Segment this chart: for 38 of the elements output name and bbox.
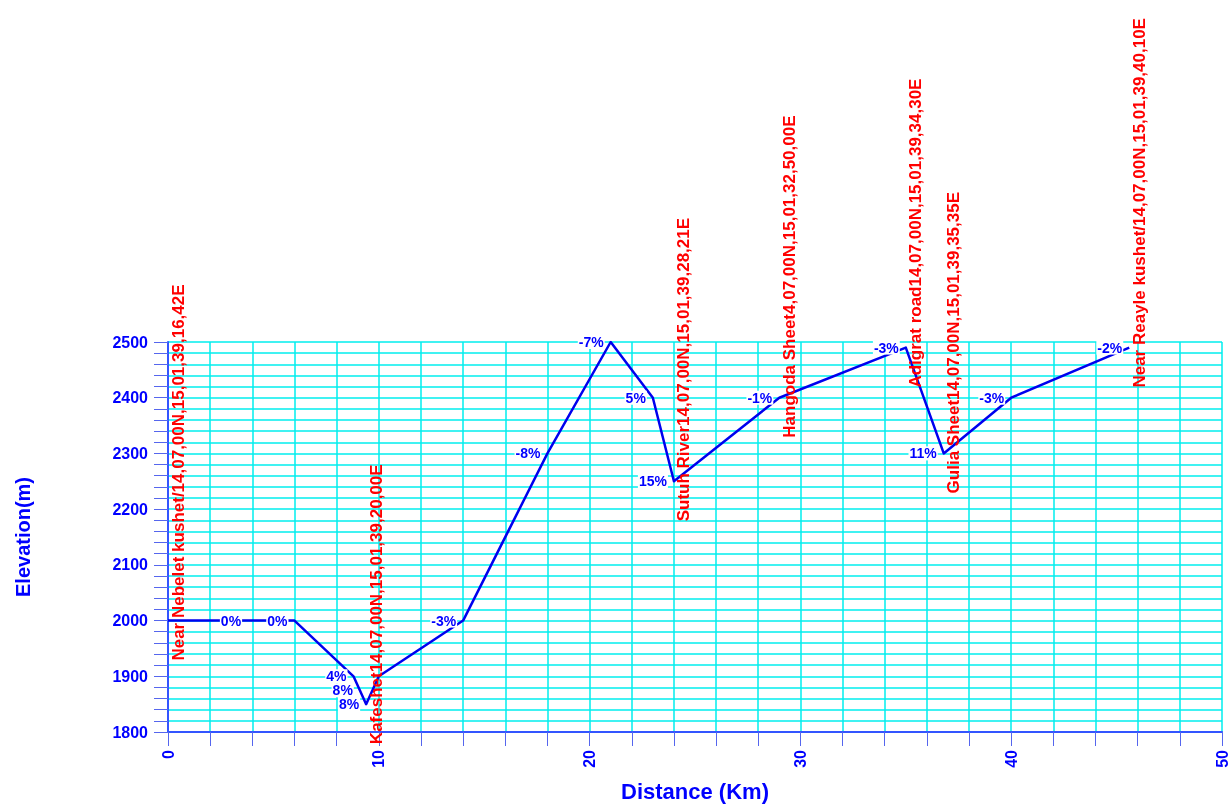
annotation: -3% [979,389,1005,406]
annotation: -3% [431,612,457,629]
x-tick-label: 20 [581,749,599,768]
x-tick-label: 50 [1213,749,1231,768]
y-tick-label: 2000 [112,612,149,630]
annotation: -1% [747,389,773,406]
annotation: 15% [638,473,668,490]
annotation: 5% [625,389,647,406]
annotation: Sutuh River14,07,00N,15,01,39,28,21E [674,217,694,522]
annotation: 11% [909,445,938,462]
y-tick-label: 2500 [112,333,149,351]
annotation: Hangoda Sheet4,07,00N,15,01,32,50,00E [779,115,799,438]
annotation: Near Reayle kushet/14,07,00N,15,01,39,40,10E [1129,18,1149,388]
y-tick-label: 1800 [112,723,149,741]
annotation: 8% [332,682,354,699]
x-tick-label: 0 [159,749,177,759]
annotation: Near Nebelet kushet/14,07,00N,15,01,39,16,42E [168,284,188,661]
annotation: Kafeshet14,07,00N,15,01,39,20,00E [366,464,386,745]
y-tick-label: 2300 [112,444,149,462]
annotation: 0% [267,612,289,629]
x-axis-title: Distance (Km) [621,778,769,804]
y-tick-label: 2200 [112,500,149,518]
annotation: 4% [326,668,348,685]
y-tick-label: 2400 [112,389,149,407]
annotation: Gulia Sheet14,07,00N,15,01,39,35,35E [944,191,964,494]
annotation: 8% [338,696,360,713]
y-tick-label: 1900 [112,667,149,685]
x-tick-label: 30 [791,749,809,768]
annotation: -2% [1097,339,1123,356]
x-tick-label: 10 [370,749,388,768]
y-tick-label: 2100 [112,556,149,574]
x-tick-label: 40 [1002,749,1020,768]
annotation: Adigrat road14,07,00N,15,01,39,34,30E [906,78,926,388]
annotation: -7% [578,334,605,350]
annotation: 0% [220,612,242,629]
y-axis-title: Elevation(m) [12,476,34,598]
annotation: -8% [515,445,541,462]
annotation: -3% [873,339,900,356]
